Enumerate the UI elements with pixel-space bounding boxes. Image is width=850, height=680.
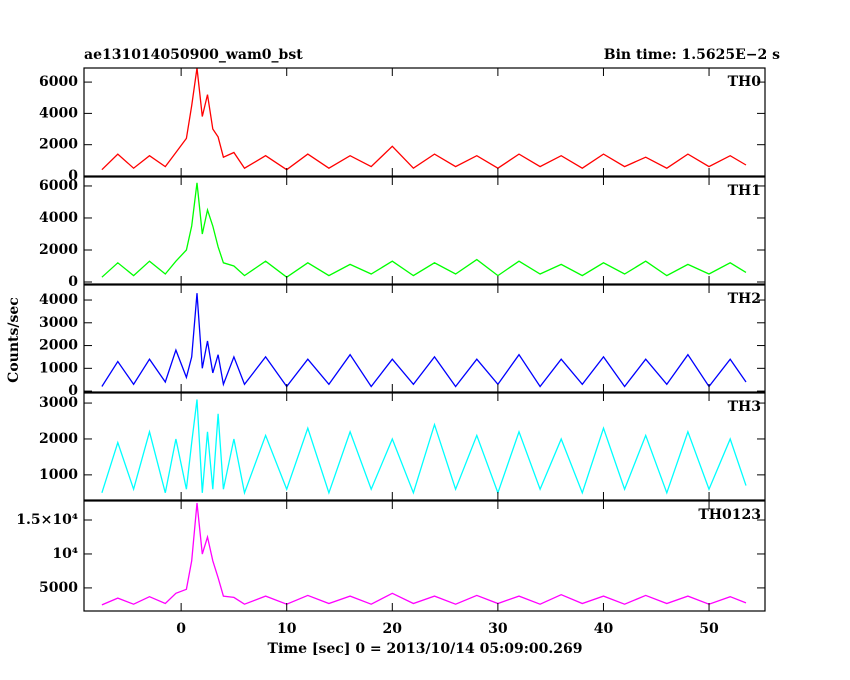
chart-title: ae131014050900_wam0_bst [84,47,303,63]
panel-frame [83,392,766,501]
x-tick-label: 40 [594,621,614,637]
panel-label: TH1 [728,183,761,199]
panel-frame [83,67,766,177]
y-tick-label: 1000 [39,467,78,483]
y-tick-label: 4000 [39,105,78,121]
x-tick-label: 0 [176,621,186,637]
panel-label: TH3 [728,399,761,415]
x-tick-label: 10 [277,621,297,637]
panel-label: TH0 [728,74,762,90]
data-line [101,67,747,171]
y-tick-label: 1.5×10⁴ [16,512,78,528]
bin-time: Bin time: 1.5625E−2 s [604,47,780,63]
y-tick-label: 2000 [39,431,78,447]
y-tick-label: 0 [68,168,78,184]
data-line [101,502,747,606]
panel-frame [83,500,766,612]
y-tick-label: 0 [68,383,78,399]
panel-label: TH0123 [698,507,761,523]
y-tick-label: 2000 [39,338,78,354]
panel-frame [83,284,766,393]
data-line [101,293,747,388]
y-tick-label: 6000 [39,178,78,194]
y-tick-label: 6000 [39,74,78,90]
y-tick-label: 4000 [39,292,78,308]
data-line [101,182,747,279]
data-line [101,399,747,496]
y-tick-label: 3000 [39,395,78,411]
y-tick-label: 2000 [39,137,78,153]
panel-frame [83,176,766,285]
y-tick-label: 2000 [39,242,78,258]
y-tick-label: 0 [68,274,78,290]
x-tick-label: 30 [488,621,508,637]
panel-label: TH2 [728,291,761,307]
y-tick-label: 4000 [39,210,78,226]
y-tick-label: 5000 [39,580,78,596]
y-axis-label: Counts/sec [6,297,22,383]
x-axis-label: Time [sec] 0 = 2013/10/14 05:09:00.269 [268,641,583,657]
x-tick-label: 20 [383,621,403,637]
x-tick-label: 50 [699,621,719,637]
y-tick-label: 3000 [39,315,78,331]
y-tick-label: 10⁴ [52,546,78,562]
y-tick-label: 1000 [39,360,78,376]
